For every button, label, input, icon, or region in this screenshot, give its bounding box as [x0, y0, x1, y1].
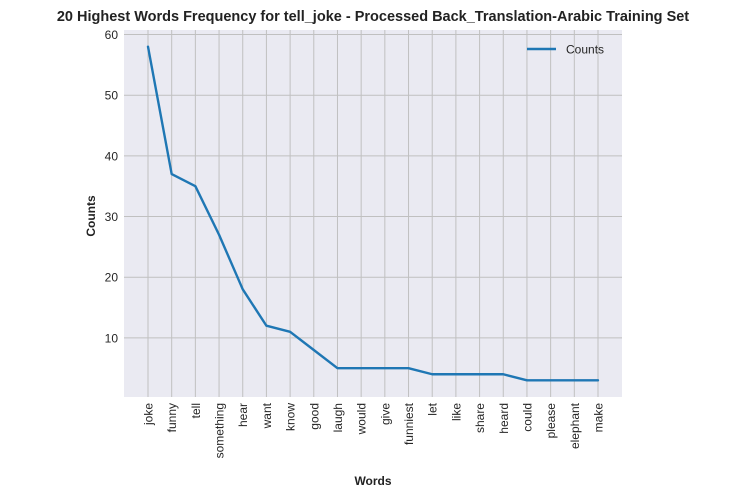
data-point-something — [217, 232, 222, 237]
data-point-want — [264, 323, 269, 328]
x-tick-label-hear: hear — [236, 403, 250, 427]
x-tick-label-want: want — [260, 402, 274, 429]
x-tick-label-make: make — [592, 403, 606, 433]
data-point-give — [382, 366, 387, 371]
x-tick-label-give: give — [378, 403, 392, 425]
x-tick-label-tell: tell — [189, 403, 203, 418]
x-tick-label-good: good — [307, 403, 321, 430]
x-tick-label-elephant: elephant — [568, 402, 582, 449]
data-point-tell — [193, 184, 198, 189]
legend[interactable]: Counts — [527, 43, 604, 57]
x-tick-label-joke: joke — [142, 403, 156, 426]
x-tick-label-please: please — [544, 403, 558, 439]
x-tick-label-something: something — [213, 403, 227, 458]
legend-label-counts: Counts — [566, 43, 604, 57]
y-axis-label: Counts — [84, 195, 98, 237]
plot-area — [124, 30, 622, 397]
data-point-would — [359, 366, 364, 371]
x-tick-label-could: could — [520, 403, 534, 432]
x-tick-label-heard: heard — [497, 403, 511, 434]
x-axis-label: Words — [354, 474, 391, 488]
data-point-like — [453, 372, 458, 377]
y-tick-label: 20 — [105, 271, 119, 285]
chart-title: 20 Highest Words Frequency for tell_joke… — [57, 9, 689, 25]
x-axis: joke funny tell something hear want know good la… — [142, 402, 606, 458]
y-tick-label: 50 — [105, 89, 119, 103]
y-tick-label: 30 — [105, 210, 119, 224]
y-tick-label: 10 — [105, 331, 119, 345]
y-tick-label: 60 — [105, 28, 119, 42]
x-tick-label-let: let — [426, 402, 440, 415]
data-point-could — [524, 378, 529, 383]
data-point-please — [548, 378, 553, 383]
data-point-funniest — [406, 366, 411, 371]
data-point-share — [477, 372, 482, 377]
data-point-hear — [240, 287, 245, 292]
data-point-funny — [169, 172, 174, 177]
x-tick-label-know: know — [284, 403, 298, 431]
data-point-elephant — [572, 378, 577, 383]
data-point-good — [311, 347, 316, 352]
data-point-heard — [501, 372, 506, 377]
data-point-make — [596, 378, 601, 383]
x-tick-label-laugh: laugh — [331, 403, 345, 432]
x-tick-label-would: would — [355, 403, 369, 435]
x-tick-label-share: share — [473, 403, 487, 433]
data-point-let — [430, 372, 435, 377]
y-axis: 10 20 30 40 50 60 — [105, 28, 119, 345]
x-tick-label-like: like — [449, 403, 463, 421]
x-tick-label-funny: funny — [165, 403, 179, 432]
series-line-counts — [146, 45, 600, 382]
x-tick-label-funniest: funniest — [402, 402, 416, 445]
series-layer — [146, 44, 601, 383]
data-point-laugh — [335, 366, 340, 371]
data-point-joke — [146, 44, 151, 49]
data-point-know — [288, 329, 293, 334]
grid — [124, 30, 622, 397]
y-tick-label: 40 — [105, 149, 119, 163]
